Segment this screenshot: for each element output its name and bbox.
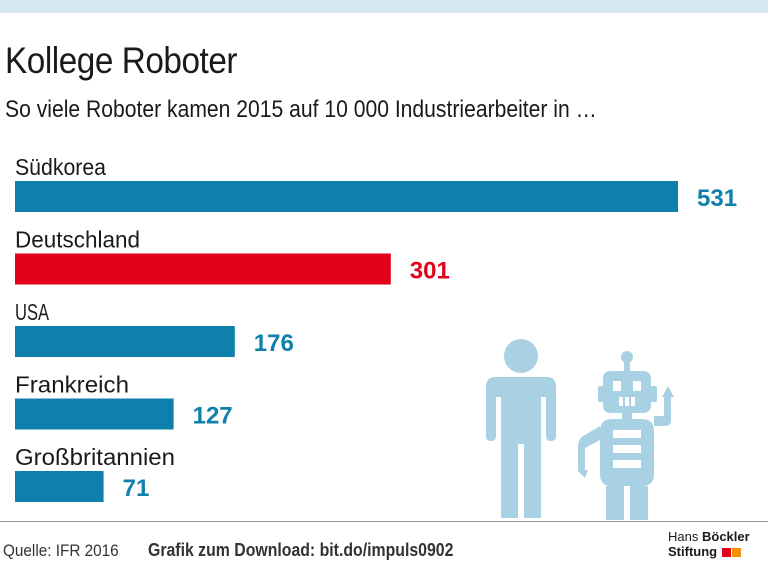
bar-deutschland <box>15 253 391 285</box>
value-label-usa: 176 <box>254 330 294 357</box>
value-label-suedkorea: 531 <box>697 185 737 212</box>
value-label-grossbritannien: 71 <box>123 475 150 502</box>
footer-divider <box>0 521 768 522</box>
bar-usa <box>15 326 235 357</box>
value-label-frankreich: 127 <box>193 403 233 430</box>
bar-suedkorea <box>15 181 678 212</box>
chart-subtitle: So viele Roboter kamen 2015 auf 10 000 I… <box>5 96 597 123</box>
download-link[interactable]: Grafik zum Download: bit.do/impuls0902 <box>148 540 454 560</box>
category-label-suedkorea: Südkorea <box>15 154 106 180</box>
bars-group: Südkorea 531 Deutschland 301 USA 176 Frankreic… <box>15 154 737 502</box>
logo-word-boeckler: Böckler <box>701 529 750 544</box>
top-band <box>0 0 768 13</box>
category-label-deutschland: Deutschland <box>15 227 140 253</box>
person-icon <box>486 339 556 518</box>
bar-grossbritannien <box>15 471 104 502</box>
robot-icon <box>577 351 674 520</box>
logo-word-hans: Hans <box>668 529 699 544</box>
category-label-usa: USA <box>15 299 49 325</box>
source-note: Quelle: IFR 2016 <box>3 541 119 560</box>
bar-frankreich <box>15 398 174 430</box>
illustration-group <box>486 339 674 520</box>
category-label-frankreich: Frankreich <box>15 372 129 398</box>
value-label-deutschland: 301 <box>410 258 450 285</box>
category-label-grossbritannien: Großbritannien <box>15 444 175 470</box>
hans-boeckler-logo: Hans Böckler Stiftung <box>668 529 766 563</box>
logo-accent-red <box>721 548 731 557</box>
logo-word-stiftung: Stiftung <box>668 544 718 559</box>
chart-title: Kollege Roboter <box>5 40 238 81</box>
logo-accent-orange <box>731 548 741 557</box>
